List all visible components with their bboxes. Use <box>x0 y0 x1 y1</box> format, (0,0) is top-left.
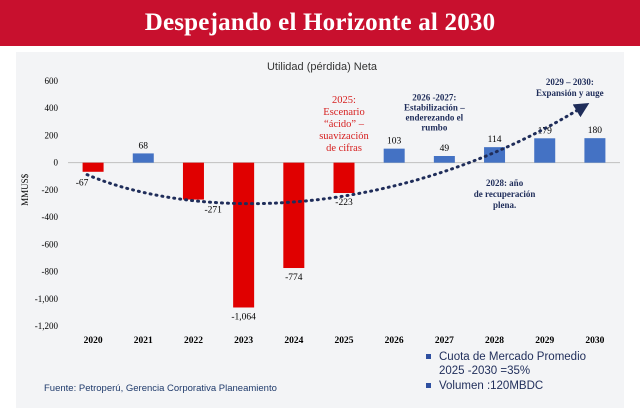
x-tick-label: 2025 <box>335 336 354 346</box>
bar-2024 <box>283 162 305 269</box>
x-tick-label: 2027 <box>435 336 454 346</box>
market-share-label: Cuota de Mercado Promedio <box>439 351 587 363</box>
annotation-2026-2027: 2026 -2027: <box>412 93 456 103</box>
annotation-2026-2027: rumbo <box>421 123 448 133</box>
annotation-2025: “ácido” – <box>324 119 365 130</box>
title-banner: Despejando el Horizonte al 2030 <box>0 0 640 46</box>
data-label-2020: -67 <box>76 179 89 189</box>
data-label-2024: -774 <box>285 273 303 283</box>
bar-2022 <box>182 162 204 200</box>
y-tick-label: -1,200 <box>35 321 59 331</box>
bar-chart: Utilidad (pérdida) Neta 600 400 200 0 -200 -40… <box>20 61 620 346</box>
x-tick-label: 2023 <box>234 336 253 346</box>
y-tick-label: -600 <box>42 239 59 249</box>
y-axis-label: MMUS$ <box>20 173 30 206</box>
x-tick-label: 2020 <box>84 336 103 346</box>
page-title: Despejando el Horizonte al 2030 <box>144 9 496 36</box>
data-label-2029: 179 <box>538 126 553 136</box>
bar-2027 <box>433 155 455 163</box>
y-tick-label: -800 <box>42 267 59 277</box>
bar-2029 <box>534 138 556 163</box>
y-tick-label: -400 <box>42 212 59 222</box>
x-tick-label: 2024 <box>284 336 303 346</box>
annotation-2025: suavización <box>319 131 369 142</box>
annotation-2029-2030: 2029 – 2030: <box>546 77 594 87</box>
bar-2021 <box>132 153 154 163</box>
x-tick-label: 2030 <box>585 336 604 346</box>
bullet-square-icon <box>426 354 431 359</box>
x-tick-label: 2026 <box>385 336 404 346</box>
x-tick-label: 2021 <box>134 336 153 346</box>
bar-2026 <box>383 148 405 163</box>
annotation-2028: plena. <box>493 200 516 210</box>
bar-2030 <box>584 138 606 163</box>
data-label-2026: 103 <box>387 137 402 147</box>
bar-2020 <box>82 162 104 172</box>
y-tick-label: 600 <box>45 76 59 86</box>
source-note: Fuente: Petroperú, Gerencia Corporativa … <box>44 383 277 394</box>
annotation-2025: 2025: <box>332 95 356 106</box>
bullet-market-share: Cuota de Mercado Promedio <box>426 350 626 364</box>
bar-2023 <box>233 162 255 308</box>
y-tick-label: 0 <box>54 158 59 168</box>
y-tick-label: 200 <box>45 130 59 140</box>
market-share-value: 2025 -2030 =35% <box>439 365 531 377</box>
data-label-2027: 49 <box>440 144 450 154</box>
y-tick-label: 400 <box>45 103 59 113</box>
data-label-2022: -271 <box>204 206 222 216</box>
annotation-2025: de cifras <box>326 143 362 154</box>
bullet-volume: Volumen :120MBDC <box>426 379 626 393</box>
annotation-2028: 2028: año <box>486 178 524 188</box>
data-label-2028: 114 <box>488 135 502 145</box>
x-tick-label: 2022 <box>184 336 203 346</box>
y-tick-label: -1,000 <box>35 294 59 304</box>
annotation-2025: Escenario <box>323 107 364 118</box>
chart-title: Utilidad (pérdida) Neta <box>267 61 378 73</box>
x-tick-label: 2028 <box>485 336 504 346</box>
y-tick-label: -200 <box>42 185 59 195</box>
x-tick-label: 2029 <box>535 336 554 346</box>
annotation-2028: de recuperación <box>474 189 536 199</box>
key-facts: Cuota de Mercado Promedio 2025 -2030 =35… <box>426 350 626 393</box>
data-label-2021: 68 <box>139 141 149 151</box>
annotation-2029-2030: Expansión y auge <box>536 88 604 98</box>
data-label-2025: -223 <box>335 198 353 208</box>
volume-label: Volumen :120MBDC <box>439 380 544 392</box>
annotation-2026-2027: Estabilización – <box>404 103 465 113</box>
data-label-2023: -1,064 <box>231 312 256 322</box>
trend-curve <box>85 102 590 206</box>
bar-2028 <box>484 147 506 163</box>
data-label-2030: 180 <box>588 126 603 136</box>
bar-2025 <box>333 162 355 194</box>
annotation-2026-2027: enderezando el <box>406 113 464 123</box>
bullet-square-icon <box>426 383 431 388</box>
chart-panel: Utilidad (pérdida) Neta 600 400 200 0 -200 -40… <box>16 52 624 408</box>
